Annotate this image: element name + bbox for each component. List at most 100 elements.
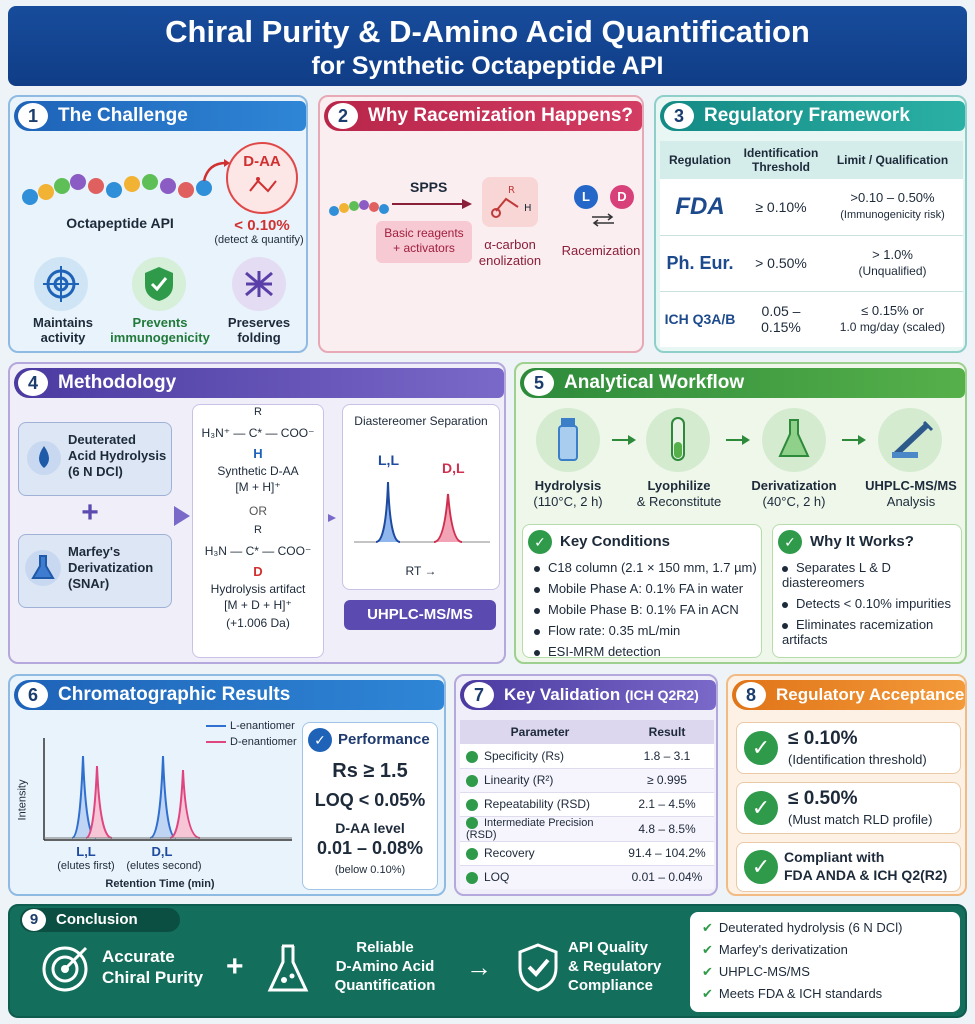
uhplc-badge: UHPLC-MS/MS bbox=[344, 600, 496, 630]
acceptance-2-value: ≤ 0.50% bbox=[788, 788, 858, 809]
separation-chromatogram bbox=[354, 481, 490, 543]
list-item: Separates L & D diastereomers bbox=[782, 560, 891, 590]
panel-acceptance: 8 Regulatory Acceptance ✓ ≤ 0.10% (Identi… bbox=[726, 674, 967, 896]
performance-title: Performance bbox=[338, 731, 430, 748]
step-derivatization: Derivatization (40°C, 2 h) bbox=[751, 478, 837, 509]
fda-logo: FDA bbox=[675, 192, 725, 220]
flask-icon bbox=[267, 944, 309, 992]
curved-arrow-icon bbox=[202, 159, 230, 182]
peak-d2-line bbox=[169, 769, 201, 839]
molecule-icon bbox=[249, 177, 277, 193]
arrow-right-icon bbox=[842, 435, 866, 445]
hydrolysis-label: Deuterated Acid Hydrolysis (6 N DCl) bbox=[68, 432, 167, 479]
structures-box bbox=[192, 404, 324, 658]
conclusion-title: 9 Conclusion bbox=[20, 908, 180, 932]
item-activity: Maintains activity bbox=[33, 315, 93, 345]
item-folding: Preserves folding bbox=[227, 315, 291, 345]
step-number: 3 bbox=[664, 103, 694, 129]
panel-title-text: Methodology bbox=[58, 372, 177, 393]
plus-sign: + bbox=[226, 950, 244, 983]
step-number: 2 bbox=[328, 103, 358, 129]
arrow-right-icon bbox=[612, 435, 636, 445]
separation-box bbox=[342, 404, 500, 590]
step-analysis: UHPLC-MS/MS Analysis bbox=[865, 478, 957, 509]
target-icon-glyph bbox=[43, 266, 79, 302]
table-row: ICH Q3A/B 0.05 – 0.15% ≤ 0.15% or 1.0 mg/… bbox=[660, 291, 963, 347]
syringe-icon-glyph bbox=[891, 420, 934, 459]
panel-title-text: Regulatory Framework bbox=[704, 105, 910, 126]
panel-title-sub: (ICH Q2R2) bbox=[624, 687, 699, 703]
s2-delta: (+1.006 Da) bbox=[226, 616, 290, 630]
step-number: 1 bbox=[18, 103, 48, 129]
racemization-label: Racemization bbox=[561, 243, 641, 258]
step-number: 8 bbox=[736, 682, 766, 708]
s1-h-atom: H bbox=[253, 446, 263, 461]
d-aa-label: D-AA bbox=[243, 153, 281, 170]
table-row: Ph. Eur. > 0.50% > 1.0% (Unqualified) bbox=[660, 235, 963, 291]
l-enantiomer-badge: L bbox=[574, 185, 598, 209]
peptide-chain-icon bbox=[18, 259, 19, 260]
panel-title-text: Analytical Workflow bbox=[564, 372, 745, 393]
limit-value: < 0.10% bbox=[234, 217, 290, 234]
table-header: Parameter bbox=[510, 725, 570, 739]
panel-title-text: Why Racemization Happens? bbox=[368, 105, 633, 126]
panel-title-text: Chromatographic Results bbox=[58, 684, 291, 705]
list-item: ESI-MRM detection bbox=[534, 644, 760, 659]
droplet-icon bbox=[27, 441, 61, 475]
table-row: Specificity (Rs) 1.8 – 3.1 bbox=[460, 744, 714, 768]
flask-icon bbox=[25, 550, 61, 586]
shield-icon-glyph bbox=[145, 267, 173, 301]
why-list: Separates L & D diastereomers Detects < … bbox=[782, 560, 958, 653]
ll-group-sub: (elutes first) bbox=[57, 860, 115, 872]
panel-title-text: Key Validation bbox=[504, 685, 621, 704]
marfey-label: Marfey's Derivatization (SNAr) bbox=[68, 544, 154, 591]
reagents-box: Basic reagents + activators bbox=[376, 221, 472, 263]
check-icon: ✓ bbox=[744, 731, 778, 765]
key-conditions-title: Key Conditions bbox=[560, 533, 671, 550]
s1-structure: H₃N⁺ — C* — COO⁻ bbox=[201, 426, 315, 440]
conclusion-a: Accurate Chiral Purity bbox=[102, 947, 204, 987]
rt-label: RT → bbox=[405, 564, 437, 578]
panel-title: 8 Regulatory Acceptance bbox=[732, 680, 965, 710]
table-header: Limit / Qualification bbox=[836, 153, 949, 167]
step-number: 7 bbox=[464, 682, 494, 708]
x-axis-label: Retention Time (min) bbox=[105, 878, 215, 890]
peptide-beads-icon bbox=[22, 174, 212, 205]
equilibrium-arrows-icon bbox=[592, 213, 614, 227]
list-item: Mobile Phase B: 0.1% FA in ACN bbox=[534, 602, 760, 617]
panel-regulatory: 3 Regulatory Framework Regulation Identif… bbox=[654, 95, 967, 353]
legend-d-label: D-enantiomer bbox=[230, 736, 297, 748]
list-item: ✔ UHPLC-MS/MS bbox=[702, 964, 810, 979]
panel-title: 3 Regulatory Framework bbox=[660, 101, 965, 131]
page-subtitle: for Synthetic Octapeptide API bbox=[311, 52, 664, 80]
item-immunogenicity: Prevents immunogenicity bbox=[110, 315, 210, 345]
conclusion-list: ✔ Deuterated hydrolysis (6 N DCl) ✔ Marfey… bbox=[690, 912, 960, 1012]
d-aa-circle bbox=[226, 142, 298, 214]
api-label: Octapeptide API bbox=[66, 215, 174, 231]
panel-title: 7 Key Validation (ICH Q2R2) bbox=[460, 680, 716, 710]
dl-group-sub: (elutes second) bbox=[126, 860, 202, 872]
header-banner: Chiral Purity & D-Amino Acid Quantificat… bbox=[8, 6, 967, 86]
validation-table: Parameter Result Specificity (Rs) 1.8 – 3.… bbox=[460, 720, 714, 890]
dl-peak-label: D,L bbox=[442, 460, 465, 476]
panel-title: 4 Methodology bbox=[14, 368, 504, 398]
s1-r-group: R bbox=[254, 406, 262, 418]
y-axis-label: Intensity bbox=[16, 779, 29, 821]
why-title: Why It Works? bbox=[810, 533, 914, 550]
list-item: ✔ Marfey's derivatization bbox=[702, 942, 848, 957]
arrow-right-icon bbox=[726, 435, 750, 445]
table-header: Result bbox=[648, 725, 686, 739]
panel-racemization: 2 Why Racemization Happens? SPPS Basic re… bbox=[318, 95, 644, 353]
table-row: Linearity (R²) ≥ 0.995 bbox=[460, 768, 714, 792]
s2-name: Hydrolysis artifact bbox=[210, 582, 306, 596]
panel-title: 2 Why Racemization Happens? bbox=[324, 101, 642, 131]
acceptance-2-sub: (Must match RLD profile) bbox=[788, 812, 933, 827]
table-row: LOQ 0.01 – 0.04% bbox=[460, 865, 714, 890]
flask-icon-glyph bbox=[778, 419, 810, 457]
panel-title: 5 Analytical Workflow bbox=[520, 368, 965, 398]
daa-below: (below 0.10%) bbox=[334, 864, 406, 876]
check-icon: ✓ bbox=[308, 728, 332, 752]
table-row: Intermediate Precision (RSD) 4.8 – 8.5% bbox=[460, 816, 714, 842]
step-hydrolysis: Hydrolysis (110°C, 2 h) bbox=[533, 478, 603, 509]
loq-value: LOQ < 0.05% bbox=[314, 790, 426, 810]
